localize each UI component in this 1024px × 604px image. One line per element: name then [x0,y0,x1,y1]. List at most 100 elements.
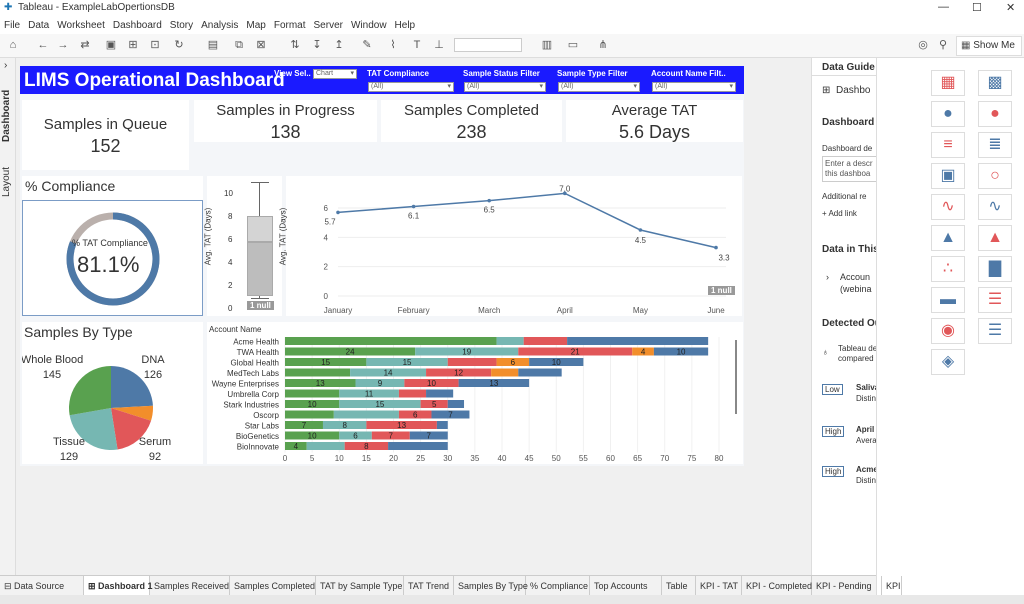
menu-analysis[interactable]: Analysis [201,20,239,31]
menu-server[interactable]: Server [313,20,343,31]
data-guide-icon[interactable]: ◎ [918,39,928,51]
show-me-gantt-chart-icon[interactable]: ▬ [931,287,965,313]
maximize-button[interactable]: ☐ [972,2,982,14]
show-me-scatter-plot-icon[interactable]: ∴ [931,256,965,282]
sheet-tab[interactable]: KPI - Completed [742,576,812,596]
sheet-tab[interactable]: TAT Trend [404,576,454,596]
save-icon[interactable]: ▣ [105,39,117,51]
menu-data[interactable]: Data [28,20,50,31]
boxplot-null-badge[interactable]: 1 null [247,301,274,310]
menu-worksheet[interactable]: Worksheet [57,20,105,31]
sort-desc-icon[interactable]: ↥ [334,39,344,51]
new-worksheet-icon[interactable]: ▤ [207,39,219,51]
show-me-donut-icon[interactable]: ◉ [931,318,965,344]
sheet-tab[interactable]: % Compliance [526,576,590,596]
highlight-icon[interactable]: ✎ [362,39,372,51]
x-tick-label: 55 [579,454,588,463]
chart-scrollbar[interactable] [735,340,737,414]
show-me-heat-map-icon[interactable]: ▩ [978,70,1012,96]
show-me-stacked-bars-icon[interactable]: ≣ [978,132,1012,158]
sheet-tab[interactable]: Samples Received [150,576,230,596]
menu-story[interactable]: Story [169,20,194,31]
pause-icon[interactable]: ⊡ [150,39,160,51]
show-me-bullet-graph-icon[interactable]: ☰ [978,287,1012,313]
menu-format[interactable]: Format [273,20,306,31]
sheet-tab[interactable]: Top Accounts [590,576,662,596]
show-me-line-discrete-icon[interactable]: ∿ [978,194,1012,220]
sheet-tab[interactable]: Table [662,576,696,596]
clear-icon[interactable]: ⊠ [256,39,266,51]
sheet-tab[interactable]: ⊟ Data Source [0,576,84,596]
kpi-samples-progress: Samples in Progress 138 [194,100,377,142]
account-name-select[interactable]: (All) [652,82,736,92]
x-tick-label: 0 [283,454,288,463]
guide-desc-input[interactable]: Enter a descr this dashboa [822,156,876,182]
sheet-tab[interactable]: Samples By Type [454,576,528,596]
guide-detected: Detected Ou [822,318,876,329]
show-cards-icon[interactable]: ▥ [541,39,553,51]
bar-segment [518,368,562,377]
boxplot-tick: 8 [228,212,233,221]
menu-window[interactable]: Window [350,20,387,31]
group-icon[interactable]: ⌇ [390,39,396,51]
tab-layout[interactable]: Layout [1,166,12,198]
home-icon[interactable]: ⌂ [9,39,17,51]
expand-panel-icon[interactable]: › [4,60,8,71]
chevron-right-icon[interactable]: › [826,272,829,282]
show-me-symbol-map-icon[interactable]: ● [931,101,965,127]
pin-icon[interactable]: ⚲ [938,39,948,51]
show-me-treemap-icon[interactable]: ▣ [931,163,965,189]
insight-text[interactable]: Saliva [856,383,876,392]
fit-dropdown[interactable] [454,38,522,52]
line-null-badge[interactable]: 1 null [708,286,735,295]
show-me-area-continuous-icon[interactable]: ▲ [931,225,965,251]
show-me-histogram-icon[interactable]: ▇ [978,256,1012,282]
add-link-button[interactable]: + Add link [822,209,857,218]
bar-segment [285,337,497,345]
refresh-icon[interactable]: ↻ [174,39,184,51]
menu-map[interactable]: Map [246,20,266,31]
swap-icon[interactable]: ⇅ [290,39,300,51]
menu-help[interactable]: Help [394,20,416,31]
show-me-bullet-lines-icon[interactable]: ☰ [978,318,1012,344]
back-icon[interactable]: ← [37,39,49,51]
menu-dashboard[interactable]: Dashboard [112,20,162,31]
show-me-text-table-icon[interactable]: ▦ [931,70,965,96]
show-me-circle-view-icon[interactable]: ○ [978,163,1012,189]
sheet-tab[interactable]: Samples Completed [230,576,316,596]
minimize-button[interactable]: — [938,1,949,13]
show-me-filled-map-icon[interactable]: ● [978,101,1012,127]
new-datasource-icon[interactable]: ⊞ [128,39,138,51]
line-point [336,210,340,215]
tat-compliance-select[interactable]: (All) [368,82,454,92]
sample-status-select[interactable]: (All) [464,82,546,92]
sheet-tab[interactable]: TAT by Sample Type [316,576,404,596]
sheet-tab[interactable]: KPI [882,576,902,596]
show-me-button[interactable]: ▦ Show Me [956,36,1022,56]
tab-dashboard[interactable]: Dashboard [1,89,12,143]
labels-icon[interactable]: T [413,39,421,51]
menu-file[interactable]: File [4,20,21,31]
show-me-area-discrete-icon[interactable]: ▲ [978,225,1012,251]
show-me-map-extra-icon[interactable]: ◈ [931,349,965,375]
fix-axes-icon[interactable]: ⊥ [434,39,444,51]
show-me-icon: ▦ [961,40,974,51]
view-select[interactable]: Chart [313,69,357,79]
sort-asc-icon[interactable]: ↧ [312,39,322,51]
share-icon[interactable]: ⋔ [598,39,608,51]
sample-type-select[interactable]: (All) [558,82,640,92]
insight-text[interactable]: Acme [856,465,876,474]
sheet-tab[interactable]: ⊞ Dashboard 1 [84,576,153,596]
presentation-icon[interactable]: ▭ [567,39,579,51]
duplicate-icon[interactable]: ⧉ [235,39,243,51]
close-button[interactable]: ✕ [1006,2,1016,14]
forward-icon[interactable]: → [57,39,69,51]
insight-text[interactable]: April [856,425,875,434]
guide-account-1[interactable]: Accoun [840,272,871,282]
y-tick-label: 0 [324,292,329,301]
sheet-tab[interactable]: KPI - TAT [696,576,742,596]
show-me-horizontal-bars-icon[interactable]: ≡ [931,132,965,158]
show-me-line-continuous-icon[interactable]: ∿ [931,194,965,220]
connect-icon[interactable]: ⇄ [80,39,90,51]
sheet-tab[interactable]: KPI - Pending [812,576,882,596]
